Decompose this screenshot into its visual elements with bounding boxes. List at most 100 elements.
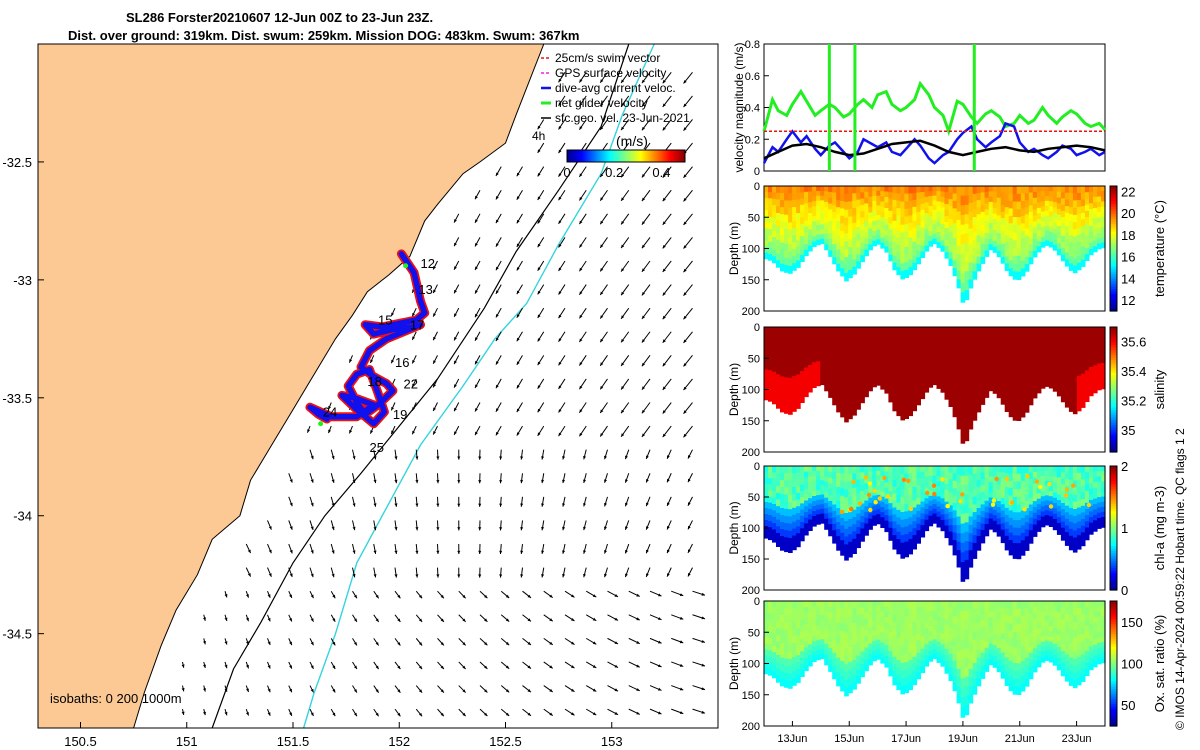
section-cell xyxy=(1052,207,1058,214)
section-cell xyxy=(812,362,817,368)
section-cell xyxy=(940,492,946,499)
section-cell xyxy=(1076,361,1082,370)
section-cell xyxy=(764,369,769,377)
section-cell xyxy=(856,607,861,616)
section-colorbar-tick: 2 xyxy=(1121,459,1128,474)
section-cell xyxy=(872,361,877,368)
geo-velocity-arrowhead xyxy=(537,408,541,413)
section-cell xyxy=(788,608,793,617)
section-cell xyxy=(800,638,805,646)
section-cell xyxy=(1028,498,1034,506)
section-cell xyxy=(900,240,905,249)
section-cell xyxy=(836,657,841,666)
section-cell xyxy=(948,531,954,539)
section-cell xyxy=(916,359,921,367)
map-colorbar-cell xyxy=(665,150,667,162)
section-cell xyxy=(992,202,998,209)
section-y-tick-label: 100 xyxy=(742,523,760,535)
section-cell xyxy=(828,197,833,205)
section-cell xyxy=(1048,486,1054,492)
section-cell xyxy=(856,479,861,487)
geo-velocity-arrowhead xyxy=(331,573,335,578)
section-cell xyxy=(924,348,930,355)
section-cell xyxy=(948,479,954,487)
geo-velocity-arrowhead xyxy=(495,243,499,247)
section-cell xyxy=(1076,403,1082,412)
section-cell xyxy=(956,394,962,404)
section-cell xyxy=(1080,466,1086,474)
section-cell xyxy=(776,401,781,409)
section-cell xyxy=(820,605,825,612)
section-cell xyxy=(1093,191,1098,198)
section-cell xyxy=(1040,377,1046,384)
section-cell xyxy=(936,226,942,233)
section-cell xyxy=(1004,500,1010,509)
section-colorbar-cell xyxy=(1110,301,1117,305)
section-cell xyxy=(776,466,781,474)
section-cell xyxy=(1036,338,1042,345)
section-cell xyxy=(968,403,974,413)
section-cell xyxy=(832,231,837,239)
section-cell xyxy=(1064,232,1070,240)
section-cell xyxy=(780,228,785,237)
section-cell xyxy=(884,197,889,204)
section-cell xyxy=(1016,186,1022,195)
section-cell xyxy=(836,636,841,644)
section-cell xyxy=(916,398,921,406)
section-cell xyxy=(888,358,893,365)
section-cell xyxy=(772,535,777,543)
section-cell xyxy=(848,411,853,420)
section-cell xyxy=(788,244,793,252)
section-cell xyxy=(780,200,785,208)
section-colorbar-cell xyxy=(1110,347,1117,351)
section-cell xyxy=(836,536,841,544)
geo-velocity-arrowhead xyxy=(516,408,520,413)
section-cell xyxy=(1056,471,1062,478)
section-cell xyxy=(940,337,946,344)
section-cell xyxy=(884,332,889,339)
geo-velocity-arrowhead xyxy=(600,268,604,272)
section-colorbar-cell xyxy=(1110,188,1117,192)
section-cell xyxy=(1052,332,1058,339)
section-cell xyxy=(944,246,950,253)
section-cell xyxy=(1068,341,1074,349)
section-cell xyxy=(964,364,970,375)
section-cell xyxy=(808,644,813,651)
section-cell xyxy=(768,370,773,377)
section-cell xyxy=(1097,347,1102,354)
section-cell xyxy=(896,473,901,482)
section-cell xyxy=(792,664,797,672)
section-cell xyxy=(952,517,958,526)
section-cell xyxy=(764,625,769,632)
section-cell xyxy=(1012,193,1018,203)
section-cell xyxy=(916,378,921,386)
section-cell xyxy=(932,610,938,616)
section-cell xyxy=(1056,208,1062,216)
section-cell xyxy=(1000,485,1006,493)
section-cell xyxy=(912,347,917,356)
section-cell xyxy=(800,478,805,486)
section-cell xyxy=(1084,217,1090,224)
geo-velocity-arrowhead xyxy=(549,688,553,692)
section-cell xyxy=(1036,229,1042,236)
map-colorbar-cell xyxy=(663,150,665,162)
section-cell xyxy=(880,616,885,623)
geo-velocity-arrowhead xyxy=(625,479,628,483)
geo-velocity-arrowhead xyxy=(462,642,466,646)
geo-velocity-arrowhead xyxy=(641,433,645,437)
section-cell xyxy=(872,630,877,637)
section-cell xyxy=(1016,504,1022,513)
section-cell xyxy=(1040,191,1046,197)
geo-velocity-arrowhead xyxy=(516,385,520,389)
section-cell xyxy=(1052,492,1058,499)
section-cell xyxy=(844,265,849,274)
section-cell xyxy=(1040,216,1046,223)
section-cell xyxy=(1040,362,1046,369)
section-cell xyxy=(968,474,974,484)
section-cell xyxy=(964,204,970,215)
section-cell xyxy=(840,510,845,519)
section-cell xyxy=(852,659,857,668)
section-cell xyxy=(772,365,777,373)
section-cell xyxy=(864,606,869,614)
section-cell xyxy=(900,209,905,218)
